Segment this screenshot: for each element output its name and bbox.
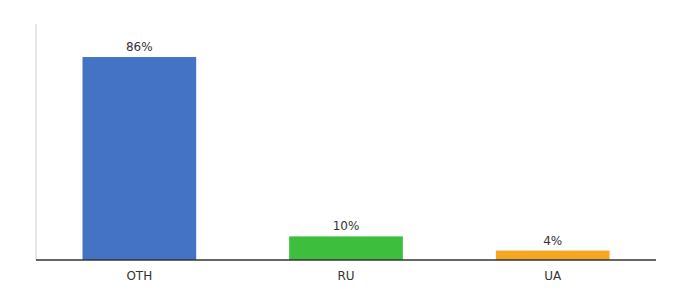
chart-container: 86% 10% 4% OTH RU UA <box>0 0 680 300</box>
data-label: 86% <box>126 40 153 54</box>
data-label: 10% <box>333 219 360 233</box>
x-axis-line <box>36 259 656 261</box>
chart: 86% 10% 4% OTH RU UA <box>0 0 680 300</box>
x-tick-label: OTH <box>126 269 152 283</box>
bar <box>496 251 610 260</box>
y-axis-line <box>36 24 37 260</box>
bar <box>289 236 403 260</box>
x-tick-label: RU <box>337 269 354 283</box>
bars <box>83 57 610 260</box>
data-label: 4% <box>543 234 562 248</box>
x-tick-label: UA <box>544 269 562 283</box>
bar <box>83 57 197 260</box>
